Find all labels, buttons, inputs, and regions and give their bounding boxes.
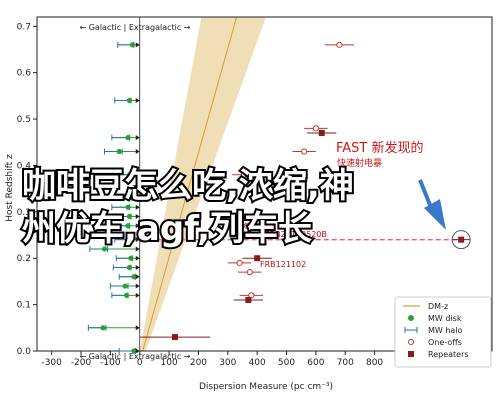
x-tick-label: -300 — [41, 358, 62, 368]
mw-disk-point — [129, 42, 136, 48]
mw-disk-point — [123, 292, 130, 298]
one-off-point — [246, 269, 253, 276]
legend-one-offs: One-offs — [428, 338, 462, 347]
y-tick-label: 0.3 — [17, 208, 31, 218]
one-off-point — [336, 41, 343, 48]
one-off-point — [237, 213, 245, 220]
mw-disk-point — [100, 325, 106, 331]
mw-arrowhead — [135, 213, 140, 219]
mw-disk-point — [126, 97, 133, 104]
dmz-band-layer — [139, 16, 266, 352]
mw-arrowhead — [135, 42, 140, 48]
one-off-point — [240, 171, 248, 178]
mw-disk-point — [126, 213, 133, 220]
frb-long-label: FRB20190520B — [265, 230, 327, 239]
fast-annotation-line2: 快速射电暴 — [337, 157, 382, 169]
one-off-point — [236, 259, 243, 266]
fast-highlight-circle — [451, 230, 471, 250]
one-off-point — [312, 125, 319, 132]
overlay-text-line1: 咖啡豆怎么吃,浓缩,神 — [22, 166, 354, 206]
legend-dmz: DM-z — [428, 302, 448, 311]
mw-disk-point — [101, 246, 108, 252]
mw-disk-point — [126, 264, 133, 271]
mw-disk-point — [131, 274, 137, 280]
y-tick-label: 0.2 — [17, 254, 31, 264]
y-axis-label: Host Redshift z — [5, 154, 15, 222]
x-tick-label: -200 — [71, 358, 92, 368]
x-tick-label: 800 — [366, 358, 383, 368]
legend-mw-halo: MW halo — [428, 326, 463, 335]
mw-arrowhead — [135, 172, 140, 178]
repeater-point — [254, 255, 261, 262]
mw-arrowhead — [135, 98, 140, 103]
mw-disk-point — [128, 195, 134, 201]
x-tick-label: 0 — [137, 358, 143, 368]
repeater-point — [318, 129, 325, 136]
y-tick-label: 0.4 — [17, 161, 32, 171]
x-tick-label: -100 — [100, 358, 121, 368]
repeater-point — [245, 296, 252, 303]
mw-disk-point — [125, 135, 131, 141]
mw-arrowhead — [135, 292, 140, 298]
x-tick-label: 300 — [219, 358, 236, 368]
data-marks — [87, 41, 471, 354]
plot-border — [36, 16, 493, 352]
mw-arrowhead — [135, 274, 140, 280]
legend-mw-disk: MW disk — [428, 314, 462, 323]
y-tick-label: 0.1 — [17, 301, 31, 311]
mw-arrowhead — [135, 348, 140, 354]
banner-bottom: ← Galactic | Extragalactic → — [79, 352, 190, 361]
x-tick-label: 400 — [249, 358, 266, 368]
fast-annotation-line1: FAST 新发现的 — [336, 140, 424, 156]
y-tick-label: 0.0 — [17, 347, 32, 357]
overlay-text-line2: 州优车,agf,列车长 — [22, 209, 312, 249]
banner-top: ← Galactic | Extragalactic → — [79, 23, 190, 32]
mw-arrowhead — [135, 265, 140, 270]
mw-arrowhead — [135, 325, 140, 331]
mw-disk-point — [126, 172, 133, 178]
mw-arrowhead — [135, 283, 140, 289]
repeater-point — [458, 236, 465, 243]
repeater-point — [171, 334, 178, 341]
one-off-point — [301, 148, 308, 155]
mw-arrowhead — [135, 223, 140, 229]
x-tick-label: 100 — [161, 358, 178, 368]
mw-disk-point — [122, 283, 128, 289]
mw-arrowhead — [135, 246, 140, 252]
mw-arrowhead — [135, 204, 140, 210]
mw-disk-point — [116, 148, 122, 155]
fast-arrow — [418, 179, 446, 230]
mw-arrowhead — [135, 195, 140, 201]
mw-disk-point — [125, 223, 131, 229]
mw-arrowhead — [135, 237, 140, 243]
x-tick-label: 500 — [278, 358, 295, 368]
x-tick-label: 600 — [307, 358, 324, 368]
mw-arrowhead — [135, 135, 140, 141]
legend: DM-z MW disk MW halo One-offs Repeaters — [394, 296, 492, 368]
dmz-line — [142, 16, 238, 352]
y-tick-label: 0.6 — [17, 69, 32, 79]
x-tick-label: 200 — [190, 358, 207, 368]
mw-disk-point — [125, 204, 131, 210]
mw-disk-point — [128, 255, 134, 261]
frb121102-label: FRB121102 — [260, 260, 306, 269]
legend-repeaters: Repeaters — [428, 350, 469, 359]
dmz-band — [139, 17, 266, 351]
mw-disk-point — [128, 237, 134, 243]
x-tick-label: 700 — [337, 358, 354, 368]
y-tick-label: 0.7 — [17, 22, 31, 32]
mw-arrowhead — [135, 255, 140, 261]
one-off-point — [243, 222, 250, 229]
y-tick-label: 0.5 — [17, 115, 31, 125]
mw-disk-point — [131, 348, 137, 354]
x-axis-label: Dispersion Measure (pc cm⁻³) — [199, 382, 333, 392]
mw-arrowhead — [135, 149, 140, 155]
